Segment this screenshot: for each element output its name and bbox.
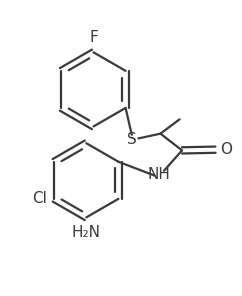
Text: Cl: Cl: [32, 191, 47, 206]
Text: O: O: [220, 142, 232, 157]
Text: S: S: [127, 132, 137, 147]
Text: F: F: [89, 30, 98, 45]
Text: NH: NH: [148, 167, 171, 182]
Text: H₂N: H₂N: [72, 225, 101, 239]
